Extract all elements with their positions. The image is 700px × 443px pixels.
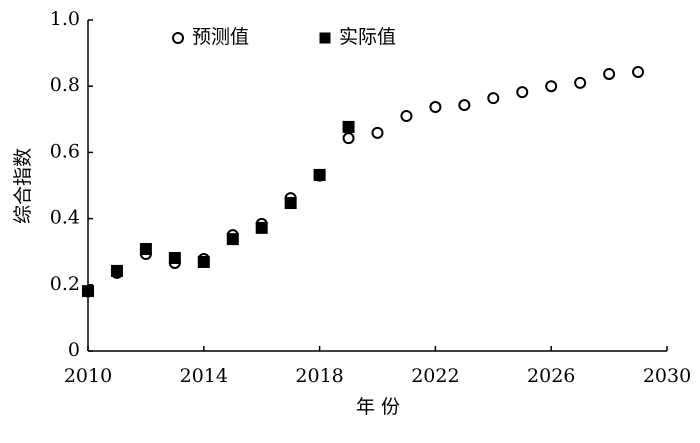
point: [82, 285, 94, 298]
y-tick-label: 0.8: [50, 74, 80, 96]
y-tick-label: 0: [68, 339, 80, 361]
point: [487, 92, 500, 105]
point: [313, 168, 326, 181]
y-tick-label: 0.6: [50, 140, 80, 162]
point: [255, 221, 268, 234]
y-tick-label: 0.4: [50, 207, 80, 229]
point: [139, 243, 152, 256]
legend-label: 实际值: [339, 26, 396, 48]
legend-marker: [172, 32, 184, 44]
point: [603, 67, 616, 80]
legend-marker: [319, 32, 331, 44]
y-tick-label: 1.0: [50, 8, 80, 30]
x-tick-label: 2022: [411, 365, 459, 387]
x-tick-label: 2026: [527, 365, 575, 387]
y-tick-label: 0.2: [50, 273, 80, 295]
point: [168, 251, 181, 264]
point: [110, 264, 123, 277]
point: [429, 101, 442, 114]
point: [371, 126, 384, 139]
point: [342, 120, 355, 133]
x-tick-label: 2030: [643, 365, 691, 387]
point: [632, 65, 645, 78]
point: [197, 255, 210, 268]
point: [574, 76, 587, 89]
point: [226, 233, 239, 246]
point: [545, 80, 558, 93]
point: [458, 99, 471, 112]
x-tick-label: 2014: [180, 365, 228, 387]
x-axis-label: 年 份: [356, 396, 400, 418]
point: [342, 132, 355, 145]
point: [400, 109, 413, 122]
point: [284, 197, 297, 210]
y-axis-label: 综合指数: [12, 148, 34, 224]
x-tick-label: 2018: [295, 365, 343, 387]
x-tick-label: 2010: [64, 365, 112, 387]
legend-label: 预测值: [192, 26, 249, 48]
point: [516, 86, 529, 99]
